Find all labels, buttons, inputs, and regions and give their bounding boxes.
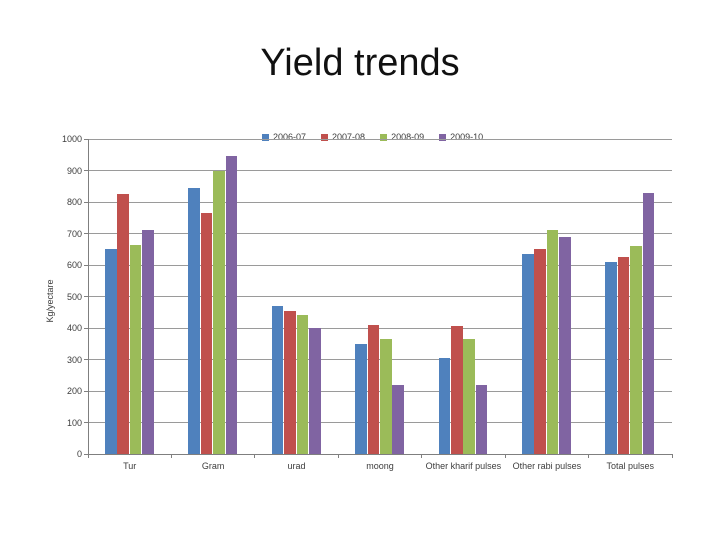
y-tick-700 <box>84 233 88 234</box>
y-tick-100 <box>84 422 88 423</box>
gridline-y-800 <box>88 201 672 203</box>
bar-2007-08-urad <box>284 310 296 454</box>
legend-swatch-icon <box>262 133 269 141</box>
y-tick-600 <box>84 264 88 266</box>
chart-legend: 2006-07 2007-08 2008-09 2009-10 <box>262 132 483 142</box>
bar-2007-08-moong <box>367 324 380 454</box>
gridline-y-1000 <box>88 138 672 140</box>
bar-2008-09-moong <box>380 339 392 454</box>
x-axis-line <box>88 453 672 455</box>
bar-2007-08-gram <box>200 213 213 454</box>
x-category-label: Total pulses <box>606 461 655 471</box>
y-tick-900 <box>84 170 88 171</box>
x-category-label: urad <box>287 461 306 471</box>
x-tick-5 <box>504 454 506 458</box>
slide-title: Yield trends <box>260 42 460 84</box>
bar-2008-09-urad <box>296 315 309 454</box>
bar-2006-07-other-kharif-pulses <box>438 357 451 454</box>
y-tick-label-100: 100 <box>66 417 82 428</box>
legend-swatch-icon <box>321 133 329 141</box>
x-category-label: Other kharif pulses <box>425 461 502 471</box>
bar-2006-07-other-rabi-pulses <box>522 253 534 454</box>
bar-2006-07-gram <box>188 187 200 454</box>
x-category-label: Gram <box>201 461 225 471</box>
legend-label: 2009-10 <box>450 132 484 142</box>
legend-item-2007-08: 2007-08 <box>321 132 365 142</box>
y-tick-0 <box>84 453 88 455</box>
y-tick-label-200: 200 <box>66 386 82 396</box>
legend-label: 2008-09 <box>391 132 425 142</box>
bar-2006-07-urad <box>271 305 284 454</box>
gridline-y-600 <box>88 264 672 266</box>
bar-2007-08-other-kharif-pulses <box>451 326 463 454</box>
legend-item-2009-10: 2009-10 <box>439 132 483 142</box>
bar-2008-09-tur <box>129 244 142 454</box>
bar-2007-08-total-pulses <box>617 257 630 454</box>
y-tick-label-300: 300 <box>66 354 82 365</box>
legend-swatch-icon <box>439 133 447 141</box>
bar-2008-09-other-kharif-pulses <box>463 339 476 454</box>
y-tick-200 <box>84 390 88 392</box>
bar-2009-10-tur <box>142 230 154 454</box>
bar-2009-10-other-rabi-pulses <box>559 236 571 454</box>
bar-2009-10-urad <box>308 328 321 454</box>
x-tick-4 <box>421 454 423 458</box>
y-tick-label-500: 500 <box>66 291 82 302</box>
legend-swatch-icon <box>380 133 388 141</box>
y-tick-label-600: 600 <box>66 260 82 270</box>
y-tick-label-800: 800 <box>66 197 82 207</box>
gridline-y-500 <box>88 296 672 297</box>
y-tick-1000 <box>84 138 88 140</box>
y-tick-label-700: 700 <box>66 228 82 239</box>
y-tick-label-1000: 1000 <box>61 134 82 144</box>
bar-2009-10-moong <box>392 384 404 454</box>
bar-2009-10-other-kharif-pulses <box>475 384 488 454</box>
legend-label: 2007-08 <box>332 132 366 142</box>
gridline-y-400 <box>88 327 672 329</box>
bar-2007-08-tur <box>117 194 129 454</box>
y-tick-400 <box>84 327 88 329</box>
bar-2006-07-tur <box>104 249 117 454</box>
y-tick-label-400: 400 <box>66 323 82 333</box>
bar-2009-10-gram <box>225 156 238 454</box>
y-tick-800 <box>84 201 88 203</box>
x-category-label: Tur <box>123 461 137 471</box>
x-tick-1 <box>170 454 172 458</box>
bar-2006-07-moong <box>355 343 367 454</box>
x-tick-6 <box>588 454 590 458</box>
legend-item-2006-07: 2006-07 <box>262 132 306 142</box>
legend-label: 2006-07 <box>273 132 307 142</box>
legend-item-2008-09: 2008-09 <box>380 132 424 142</box>
y-tick-label-0: 0 <box>76 449 82 459</box>
gridline-y-900 <box>88 170 672 171</box>
bar-2008-09-gram <box>213 170 225 454</box>
bar-2008-09-total-pulses <box>630 246 642 454</box>
y-tick-300 <box>84 359 88 360</box>
y-tick-500 <box>84 296 88 297</box>
x-category-label: moong <box>366 461 394 471</box>
bar-2008-09-other-rabi-pulses <box>546 230 559 454</box>
bar-2007-08-other-rabi-pulses <box>534 249 547 454</box>
x-tick-2 <box>254 454 256 458</box>
y-axis-line <box>87 139 89 454</box>
x-tick-7 <box>671 454 673 458</box>
x-tick-0 <box>87 454 89 458</box>
bar-2009-10-total-pulses <box>642 192 655 454</box>
bar-2006-07-total-pulses <box>605 261 618 454</box>
x-category-label: Other rabi pulses <box>512 461 582 471</box>
x-tick-3 <box>337 454 339 458</box>
gridline-y-700 <box>88 233 672 234</box>
y-tick-label-900: 900 <box>66 165 82 176</box>
